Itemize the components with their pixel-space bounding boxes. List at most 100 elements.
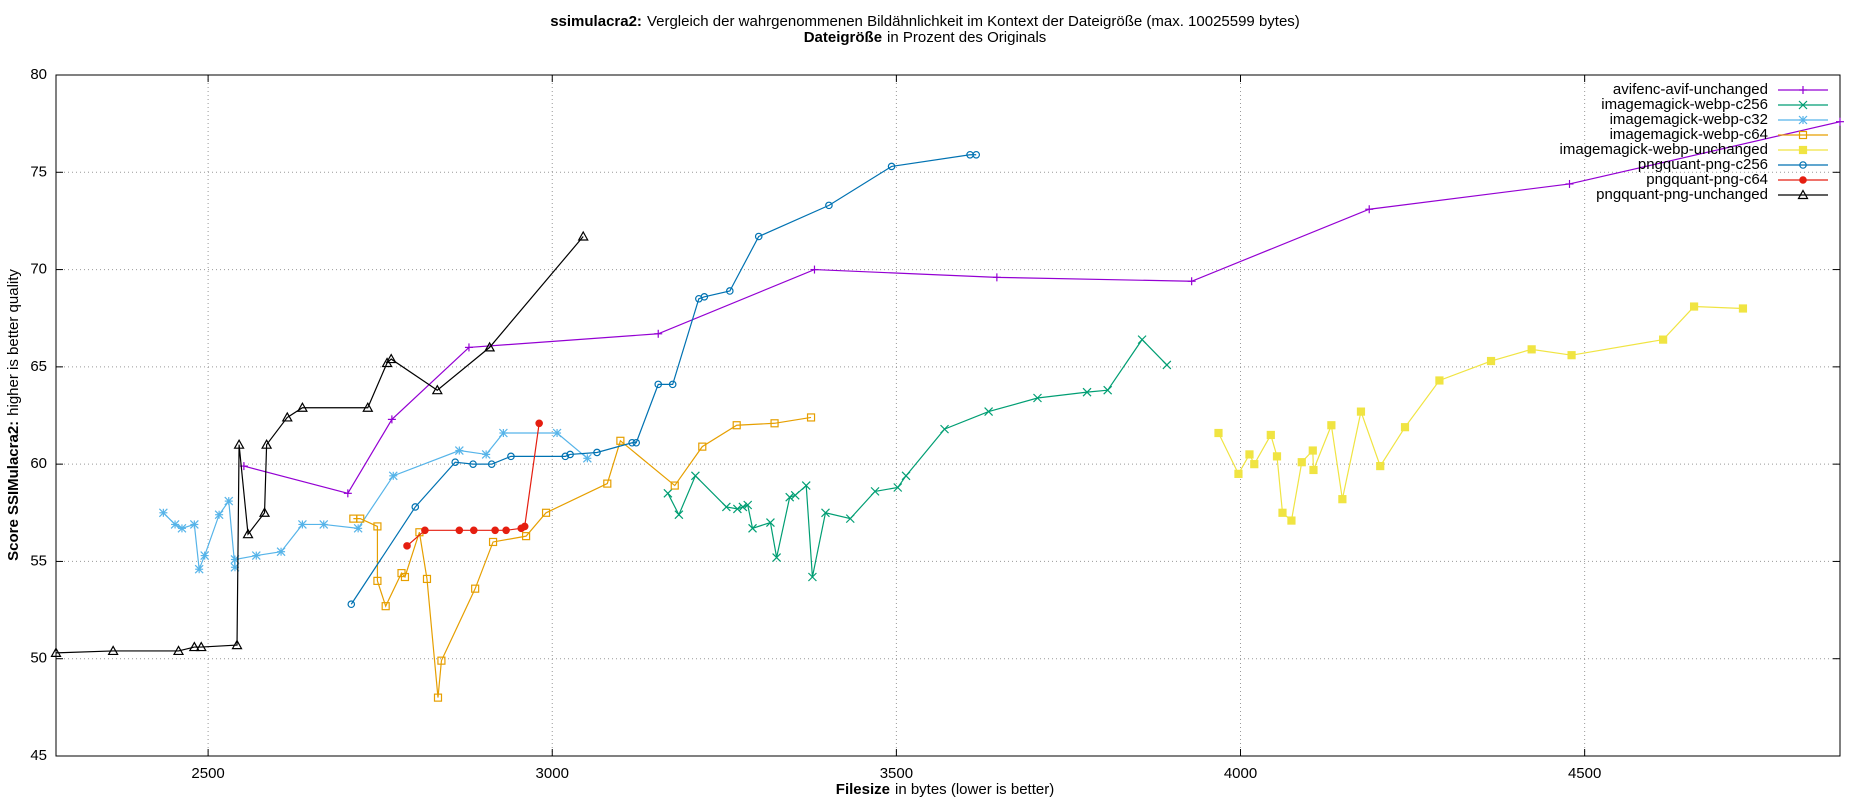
marker-part xyxy=(582,453,592,463)
legend-label: imagemagick-webp-c32 xyxy=(1610,111,1768,128)
marker-part xyxy=(690,471,700,481)
marker-part xyxy=(484,341,496,352)
marker xyxy=(541,508,551,517)
marker-part xyxy=(469,460,477,468)
marker xyxy=(1297,458,1306,467)
x-tick-label: 3500 xyxy=(880,765,913,782)
marker-part xyxy=(603,479,612,488)
marker xyxy=(743,500,753,510)
marker xyxy=(801,481,811,490)
x-tick-label: 4500 xyxy=(1568,765,1601,782)
marker-part xyxy=(491,526,499,535)
marker xyxy=(421,526,429,535)
marker-part xyxy=(1309,465,1318,475)
marker xyxy=(259,507,271,517)
marker xyxy=(1278,508,1287,517)
marker-part xyxy=(469,526,478,535)
marker-part xyxy=(421,526,429,535)
x-tick-label: 4000 xyxy=(1224,765,1257,782)
marker-part xyxy=(1338,495,1347,504)
marker xyxy=(437,656,446,665)
marker xyxy=(1309,465,1318,475)
marker xyxy=(670,481,679,490)
marker xyxy=(520,522,529,531)
marker xyxy=(766,518,775,527)
marker-part xyxy=(1082,387,1092,397)
series-line xyxy=(353,416,812,698)
marker xyxy=(507,452,515,461)
marker xyxy=(50,647,62,657)
marker xyxy=(172,645,185,656)
ylabel-bold: Score SSIMulacra2: xyxy=(5,421,22,561)
marker xyxy=(1234,469,1243,478)
marker-part xyxy=(1162,360,1172,370)
marker xyxy=(297,520,307,529)
marker xyxy=(770,419,779,428)
marker-part xyxy=(1527,345,1536,354)
marker xyxy=(887,162,896,171)
marker xyxy=(1250,460,1259,469)
marker-part xyxy=(276,547,286,557)
y-axis-label: Score SSIMulacra2: higher is better quali… xyxy=(5,269,22,561)
marker xyxy=(481,449,491,459)
marker-part xyxy=(454,446,464,455)
marker-part xyxy=(698,442,707,451)
marker-part xyxy=(200,551,210,561)
marker xyxy=(381,602,390,611)
y-tick-label: 50 xyxy=(30,650,47,667)
marker-part xyxy=(507,452,515,461)
legend-label: pngquant-png-unchanged xyxy=(1596,186,1768,203)
marker-part xyxy=(1400,423,1410,432)
marker xyxy=(845,514,855,524)
marker xyxy=(984,407,994,417)
marker xyxy=(347,600,356,609)
marker-part xyxy=(541,508,551,517)
marker-part xyxy=(593,448,601,457)
marker xyxy=(1527,345,1536,354)
marker-part xyxy=(242,528,254,539)
marker xyxy=(107,645,119,656)
series-line xyxy=(350,154,977,605)
marker-part xyxy=(1327,421,1336,430)
marker xyxy=(1162,360,1172,370)
marker-part xyxy=(754,232,763,241)
marker xyxy=(356,514,365,523)
marker xyxy=(1798,100,1808,110)
marker-part xyxy=(502,526,510,535)
marker xyxy=(276,547,286,557)
marker xyxy=(726,287,734,295)
marker xyxy=(593,448,601,457)
marker-part xyxy=(362,401,374,412)
marker xyxy=(189,520,199,529)
marker xyxy=(700,293,709,301)
marker-part xyxy=(654,380,663,389)
marker xyxy=(214,510,224,520)
marker-part xyxy=(431,384,443,395)
marker xyxy=(1565,179,1574,188)
marker-part xyxy=(726,287,734,295)
marker-part xyxy=(732,504,742,514)
marker xyxy=(224,496,234,506)
marker xyxy=(200,551,210,561)
marker xyxy=(901,471,911,481)
legend-label: avifenc-avif-unchanged xyxy=(1613,81,1768,98)
marker-part xyxy=(674,510,684,520)
marker xyxy=(471,584,480,593)
marker xyxy=(1435,376,1444,385)
marker-part xyxy=(319,520,329,529)
marker xyxy=(353,523,363,533)
marker xyxy=(1356,407,1366,416)
marker xyxy=(992,273,1001,282)
marker xyxy=(732,504,742,514)
marker xyxy=(502,526,510,535)
marker-part xyxy=(437,656,446,665)
marker xyxy=(484,341,496,352)
marker-part xyxy=(700,293,709,301)
marker xyxy=(870,486,880,496)
chart-subtitle: Dateigröße in Prozent des Originals xyxy=(804,29,1047,46)
marker xyxy=(1365,205,1374,214)
marker xyxy=(674,510,684,520)
marker-part xyxy=(172,645,185,656)
marker-part xyxy=(281,411,293,422)
marker xyxy=(603,479,612,488)
